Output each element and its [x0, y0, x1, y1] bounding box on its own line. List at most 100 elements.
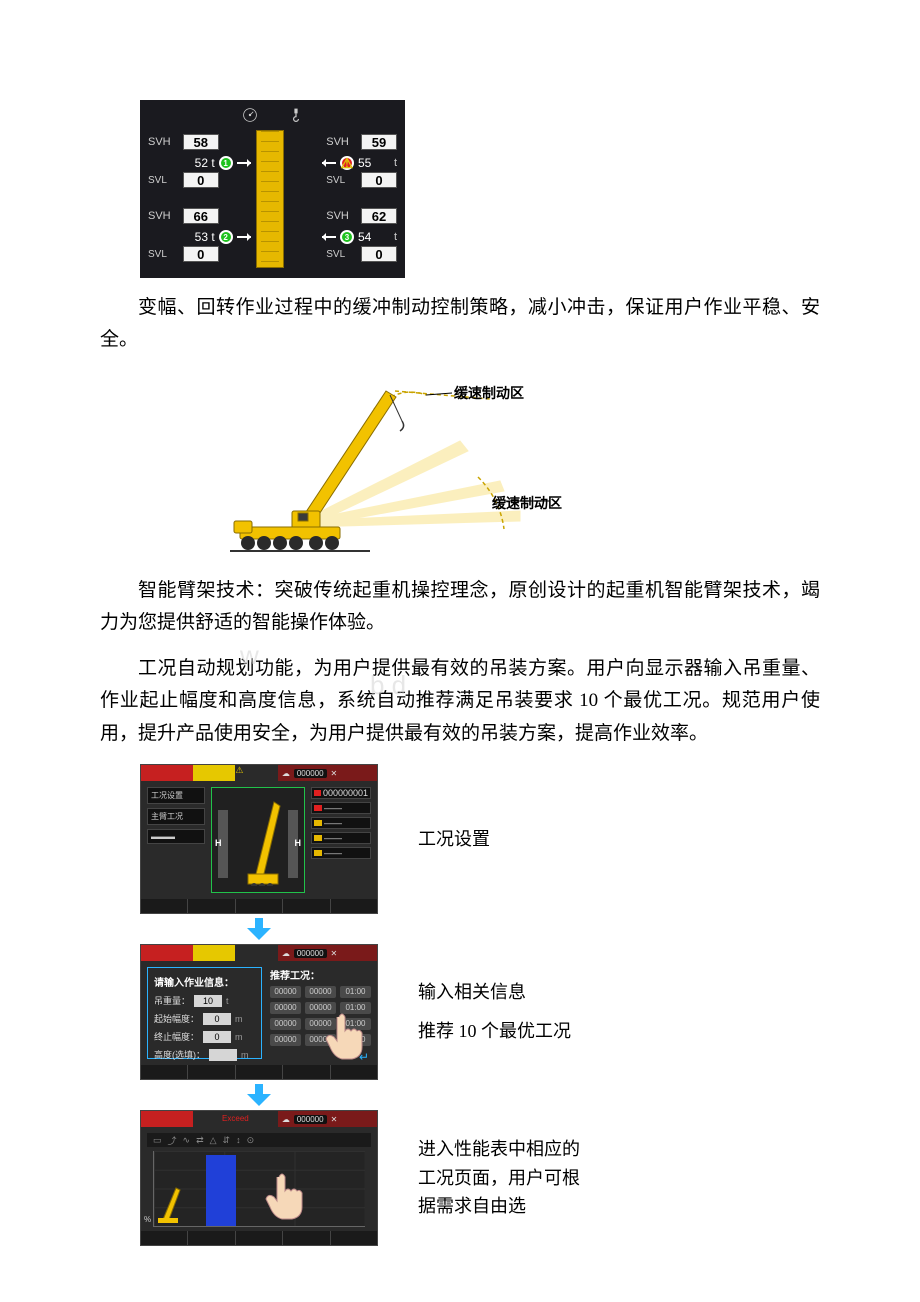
pointer-hand-icon [321, 1011, 367, 1061]
bottom-tabs [141, 1231, 377, 1245]
t-val: 54 [358, 230, 371, 244]
svl-value-bl: 0 [183, 246, 219, 262]
t-right-top: ⚠ 55 [322, 156, 371, 170]
start-amp-input[interactable]: 0 [203, 1013, 231, 1025]
t-left-top: 52 t 1 [195, 156, 251, 170]
tab-icon[interactable]: ∿ [183, 1135, 191, 1146]
bottom-tabs [141, 899, 377, 913]
flow-arrow-2 [140, 1080, 378, 1110]
grid-cell[interactable]: 00000 [305, 986, 336, 998]
svh-value-tl: 58 [183, 134, 219, 150]
t-unit: t [394, 231, 397, 243]
tab-icon[interactable]: ⤴ [168, 1134, 177, 1147]
grid-cell[interactable]: 00000 [270, 1034, 301, 1046]
tab-btn[interactable] [141, 1231, 188, 1245]
tag-sub: 主臂工况 [147, 808, 205, 825]
grid-cell[interactable]: 01:00 [340, 986, 371, 998]
input-header: 请输入作业信息： [154, 974, 255, 989]
status-dot-1: 1 [219, 156, 233, 170]
screen-input: ☁000000✕ 请输入作业信息： 吊重量：10t 起始幅度：0m 终止幅度：0… [140, 944, 378, 1080]
tab-btn[interactable] [188, 1065, 235, 1079]
tab-btn[interactable] [331, 899, 377, 913]
tab-btn[interactable] [283, 1065, 330, 1079]
tab-btn[interactable] [188, 1231, 235, 1245]
y-axis-label: % [144, 1215, 151, 1224]
t-unit: t [394, 157, 397, 169]
status-list: 000000001 —— —— —— —— [311, 787, 371, 893]
chart-bar [206, 1155, 236, 1226]
svl-label: SVL [326, 249, 352, 260]
caption-4: 进入性能表中相应的工况页面，用户可根据需求自由选 [418, 1135, 588, 1221]
tab-btn[interactable] [331, 1231, 377, 1245]
arrow-icon [237, 162, 251, 164]
brake-label-top: 缓速制动区 [454, 383, 524, 403]
t-val: 55 [358, 156, 371, 170]
tab-btn[interactable] [283, 899, 330, 913]
brake-label-right: 缓速制动区 [492, 493, 562, 513]
recommend-header: 推荐工况： [270, 967, 371, 982]
svh-label: SVH [326, 210, 352, 222]
title-code: 000000 [294, 769, 327, 778]
titlebar: ⚠ ☁000000✕ [141, 765, 377, 781]
tab-btn[interactable] [236, 899, 283, 913]
end-amp-input[interactable]: 0 [203, 1031, 231, 1043]
screen-performance: Exceed ☁000000✕ ▭ ⤴ ∿ ⇄ △ ⇵ ↕ ⊙ [140, 1110, 378, 1246]
input-row: 终止幅度：0m [154, 1030, 255, 1043]
screen-work-setting: ⚠ ☁000000✕ 工况设置 主臂工况 ▬▬▬ HH [140, 764, 378, 914]
tab-icon[interactable]: ▭ [153, 1135, 162, 1146]
tag-work-set: 工况设置 [147, 787, 205, 804]
titlebar: ☁000000✕ [141, 945, 377, 961]
chart-crane-icon [158, 1184, 186, 1224]
pointer-hand-icon [261, 1171, 307, 1221]
bottom-tabs [141, 1065, 377, 1079]
workflow-diagram: ⚠ ☁000000✕ 工况设置 主臂工况 ▬▬▬ HH [140, 764, 820, 1246]
t-row-top: 52 t 1 ⚠ 55 t [148, 156, 397, 170]
tag-sub2: ▬▬▬ [147, 829, 205, 844]
tab-icon[interactable]: ⇵ [223, 1135, 231, 1146]
svl-value-tl: 0 [183, 172, 219, 188]
status-dot-2: 2 [219, 230, 233, 244]
paragraph-3: 工况自动规划功能，为用户提供最有效的吊装方案。用户向显示器输入吊重量、作业起止幅… [100, 653, 820, 750]
input-row: 吊重量：10t [154, 994, 255, 1007]
svh-row-bottom: SVH 66 SVH 62 [148, 208, 397, 224]
svl-label: SVL [326, 175, 352, 186]
input-row: 起始幅度：0m [154, 1012, 255, 1025]
flow-arrow-1 [140, 914, 378, 944]
tab-btn[interactable] [236, 1065, 283, 1079]
hook-icon [288, 107, 304, 123]
tab-btn[interactable] [141, 899, 188, 913]
arrow-icon [322, 236, 336, 238]
svh-value-tr: 59 [361, 134, 397, 150]
tab-icon[interactable]: ↕ [236, 1135, 241, 1145]
performance-chart: % [153, 1151, 365, 1227]
svl-row-top: SVL 0 SVL 0 [148, 172, 397, 188]
weight-input[interactable]: 10 [194, 995, 222, 1007]
tab-btn[interactable] [188, 899, 235, 913]
svh-value-bl: 66 [183, 208, 219, 224]
caption-1: 工况设置 [418, 825, 490, 854]
tab-btn[interactable] [236, 1231, 283, 1245]
tab-btn[interactable] [331, 1065, 377, 1079]
paragraph-2: 智能臂架技术：突破传统起重机操控理念，原创设计的起重机智能臂架技术，竭力为您提供… [100, 575, 820, 640]
grid-cell[interactable]: 00000 [270, 986, 301, 998]
status-dot-warn: ⚠ [340, 156, 354, 170]
tab-icon[interactable]: ⊙ [247, 1135, 255, 1146]
grid-cell[interactable]: 00000 [270, 1002, 301, 1014]
svh-panel: SVH 58 SVH 59 52 t 1 ⚠ 55 t SVL 0 SVL 0 … [140, 100, 405, 278]
svh-label: SVH [148, 136, 174, 148]
icon-tabbar: ▭ ⤴ ∿ ⇄ △ ⇵ ↕ ⊙ [147, 1133, 371, 1147]
tab-btn[interactable] [283, 1231, 330, 1245]
input-row: 高度(选填)：m [154, 1048, 255, 1061]
crane-brake-diagram: 缓速制动区 缓速制动区 [220, 371, 580, 561]
svl-row-bottom: SVL 0 SVL 0 [148, 246, 397, 262]
tab-btn[interactable] [141, 1065, 188, 1079]
crane-preview: HH [211, 787, 305, 893]
tab-icon[interactable]: ⇄ [196, 1135, 204, 1146]
height-input[interactable] [209, 1049, 237, 1061]
left-panel: 工况设置 主臂工况 ▬▬▬ [147, 787, 205, 893]
svl-label: SVL [148, 249, 174, 260]
t-val: 52 t [195, 156, 215, 170]
grid-cell[interactable]: 00000 [270, 1018, 301, 1030]
svl-value-br: 0 [361, 246, 397, 262]
tab-icon[interactable]: △ [210, 1135, 217, 1146]
